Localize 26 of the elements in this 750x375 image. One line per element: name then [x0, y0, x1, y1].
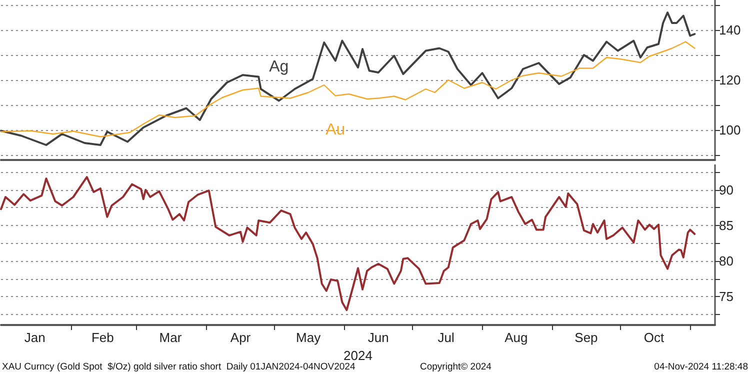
y-tick-label: 140: [719, 22, 741, 38]
text: XAU Curncy (Gold Spot $/Oz) gold silver ratio short Daily 01JAN2024-04NOV2024: [2, 362, 356, 372]
line-series: [0, 12, 696, 146]
series-label: Ag: [269, 58, 289, 76]
line-series: [0, 41, 696, 138]
text: 04-Nov-2024 11:28:48: [654, 362, 748, 372]
y-tick-label: 100: [719, 122, 741, 138]
line-series: [0, 176, 696, 312]
text: Copyright© 2024: [420, 362, 492, 372]
x-tick-label: Sep: [574, 330, 598, 345]
x-tick-label: Feb: [91, 330, 114, 345]
x-tick-label: Mar: [159, 330, 182, 345]
x-tick-label: Aug: [504, 330, 528, 345]
y-tick-label: 120: [719, 72, 741, 88]
x-tick-label: Jul: [438, 330, 455, 345]
x-axis-title: 2024: [344, 348, 372, 363]
x-tick-label: Oct: [644, 330, 664, 345]
x-tick-label: Jun: [368, 330, 389, 345]
y-tick-label: 75: [719, 289, 734, 304]
y-tick-label: 85: [719, 218, 734, 233]
y-tick-label: 80: [719, 254, 734, 268]
series-label: Au: [326, 121, 346, 138]
x-tick-label: May: [296, 330, 322, 345]
x-tick-label: Jan: [24, 330, 46, 345]
x-tick-label: Apr: [230, 330, 252, 345]
y-tick-label: 90: [719, 182, 734, 198]
